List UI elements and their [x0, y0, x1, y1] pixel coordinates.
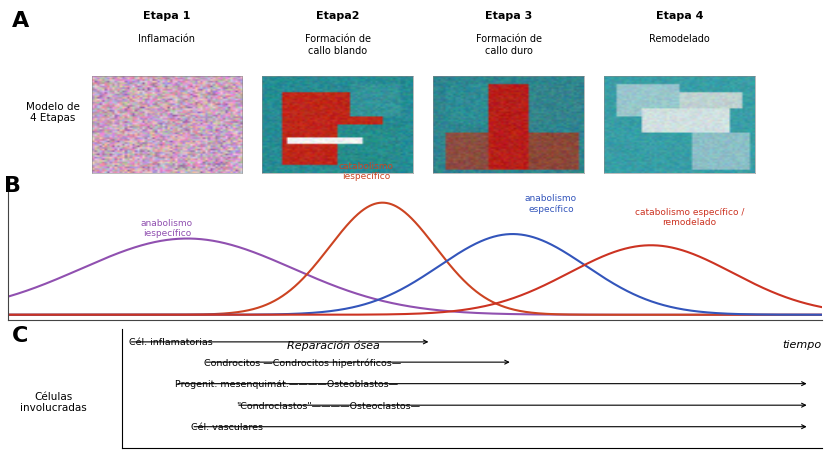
- Text: anabolismo
iespecífico: anabolismo iespecífico: [141, 218, 193, 238]
- Text: Formación de
callo blando: Formación de callo blando: [305, 34, 371, 56]
- Text: tiempo: tiempo: [783, 339, 822, 350]
- Text: Progenit. mesenquimát.————Osteoblastos—: Progenit. mesenquimát.————Osteoblastos—: [175, 379, 398, 388]
- Text: Células
involucradas: Células involucradas: [20, 391, 86, 412]
- Text: Etapa2: Etapa2: [316, 11, 359, 21]
- Text: A: A: [12, 11, 30, 31]
- Text: catabolismo
iespecífico: catabolismo iespecífico: [339, 162, 393, 181]
- Text: Condrocitos —Condrocitos hipertróficos—: Condrocitos —Condrocitos hipertróficos—: [203, 357, 401, 367]
- Text: Remodelado: Remodelado: [649, 34, 710, 44]
- Text: Reparación ósea: Reparación ósea: [287, 339, 380, 350]
- Text: Etapa 3: Etapa 3: [485, 11, 532, 21]
- Text: C: C: [12, 326, 29, 346]
- Text: "Condroclastos"————Osteoclastos—: "Condroclastos"————Osteoclastos—: [236, 401, 420, 410]
- Text: anabolismo
específico: anabolismo específico: [525, 194, 577, 213]
- Text: Cél. inflamatorias: Cél. inflamatorias: [129, 338, 212, 347]
- Text: catabolismo específico /
remodelado: catabolismo específico / remodelado: [635, 207, 744, 227]
- Text: Formación de
callo duro: Formación de callo duro: [476, 34, 541, 56]
- Text: B: B: [4, 175, 22, 196]
- Text: Etapa 4: Etapa 4: [656, 11, 703, 21]
- Text: Inflamación: Inflamación: [139, 34, 195, 44]
- Text: Cél. vasculares: Cél. vasculares: [192, 422, 263, 431]
- Text: Modelo de
4 Etapas: Modelo de 4 Etapas: [26, 101, 80, 123]
- Text: Etapa 1: Etapa 1: [144, 11, 191, 21]
